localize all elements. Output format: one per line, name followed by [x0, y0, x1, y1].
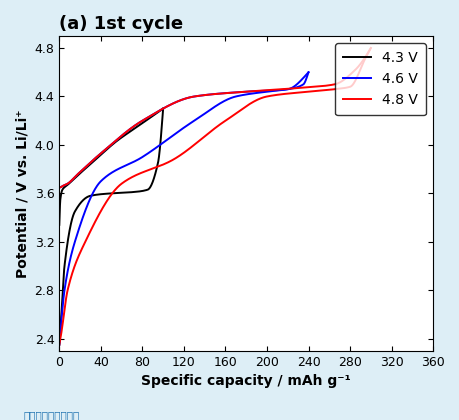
Text: 图片来源见参考文献: 图片来源见参考文献 — [23, 410, 79, 420]
Text: (a) 1st cycle: (a) 1st cycle — [59, 15, 183, 33]
X-axis label: Specific capacity / mAh g⁻¹: Specific capacity / mAh g⁻¹ — [141, 374, 350, 388]
Legend: 4.3 V, 4.6 V, 4.8 V: 4.3 V, 4.6 V, 4.8 V — [334, 43, 425, 116]
Y-axis label: Potential / V vs. Li/Li⁺: Potential / V vs. Li/Li⁺ — [15, 109, 29, 278]
